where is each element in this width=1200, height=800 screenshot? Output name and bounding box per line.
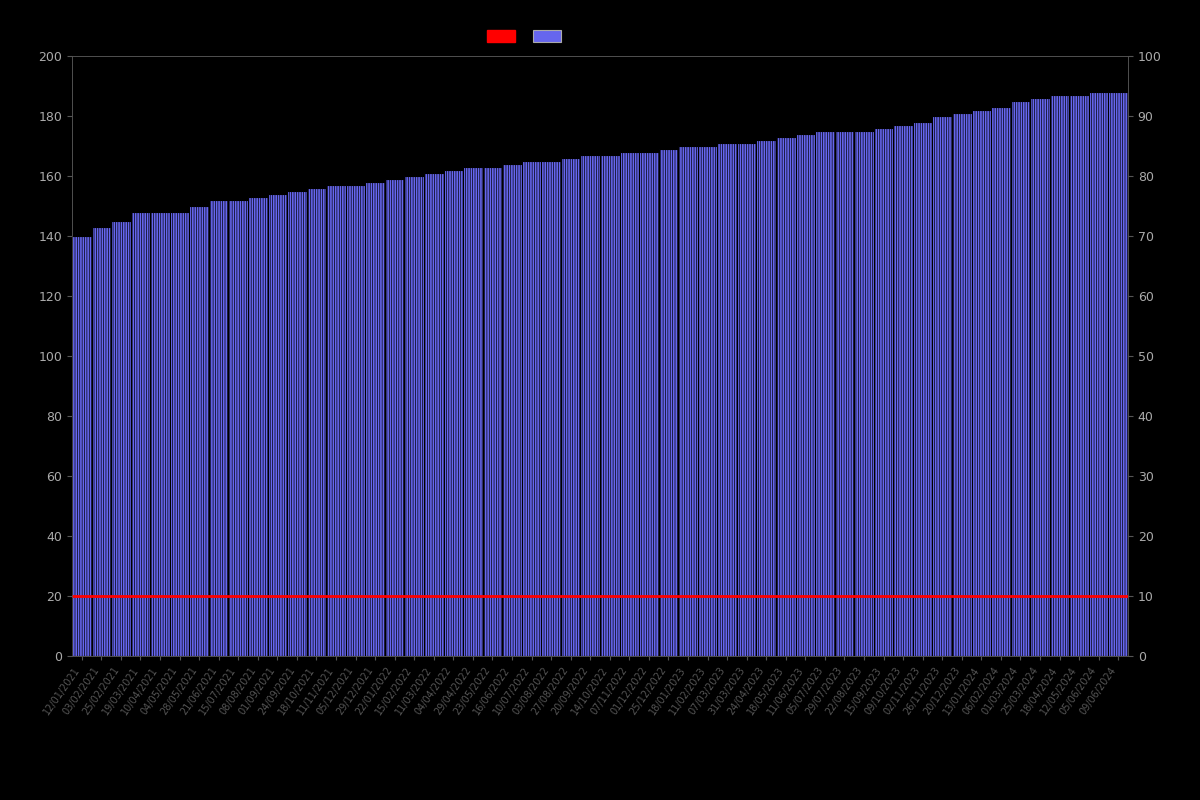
Bar <box>209 200 228 656</box>
Bar <box>1031 98 1050 656</box>
Bar <box>796 134 815 656</box>
Bar <box>268 194 287 656</box>
Bar <box>776 137 796 656</box>
Bar <box>228 200 248 656</box>
Bar <box>678 146 697 656</box>
Bar <box>893 125 913 656</box>
Bar <box>307 188 326 656</box>
Bar <box>1109 92 1128 656</box>
Bar <box>1088 92 1109 656</box>
Bar <box>482 167 503 656</box>
Bar <box>444 170 463 656</box>
Bar <box>1050 95 1069 656</box>
Bar <box>913 122 932 656</box>
Bar <box>150 212 169 656</box>
Bar <box>737 143 756 656</box>
Bar <box>541 161 560 656</box>
Bar <box>385 179 404 656</box>
Bar <box>131 212 150 656</box>
Bar <box>190 206 209 656</box>
Legend: , : , <box>487 30 565 44</box>
Bar <box>718 143 737 656</box>
Bar <box>952 113 972 656</box>
Bar <box>1069 95 1088 656</box>
Bar <box>91 227 112 656</box>
Bar <box>659 149 678 656</box>
Bar <box>287 191 307 656</box>
Bar <box>932 116 952 656</box>
Bar <box>503 164 522 656</box>
Bar <box>991 107 1010 656</box>
Bar <box>581 155 600 656</box>
Bar <box>756 140 776 656</box>
Bar <box>854 131 874 656</box>
Bar <box>326 185 346 656</box>
Bar <box>404 176 424 656</box>
Bar <box>835 131 854 656</box>
Bar <box>72 236 91 656</box>
Bar <box>619 152 640 656</box>
Bar <box>697 146 718 656</box>
Bar <box>365 182 385 656</box>
Bar <box>463 167 482 656</box>
Bar <box>874 128 893 656</box>
Bar <box>346 185 365 656</box>
Bar <box>560 158 581 656</box>
Bar <box>1010 101 1031 656</box>
Bar <box>112 221 131 656</box>
Bar <box>248 197 268 656</box>
Bar <box>640 152 659 656</box>
Bar <box>169 212 190 656</box>
Bar <box>522 161 541 656</box>
Bar <box>424 173 444 656</box>
Bar <box>815 131 835 656</box>
Bar <box>600 155 619 656</box>
Bar <box>972 110 991 656</box>
